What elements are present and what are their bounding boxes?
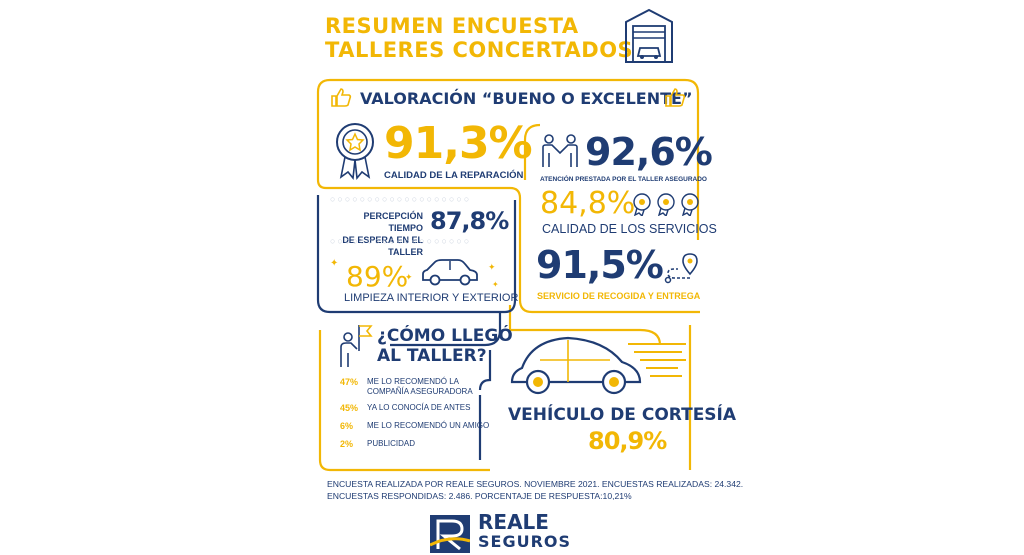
- arrival-text-1: ME LO RECOMENDÓ LA COMPAÑÍA ASEGURADORA: [367, 377, 473, 396]
- logo-line-1: REALE: [478, 510, 549, 534]
- reale-logo-text: REALE SEGUROS: [478, 510, 572, 551]
- logo-line-2: SEGUROS: [478, 532, 572, 551]
- cleaning-value: 89%: [346, 260, 409, 293]
- arrival-text-3: ME LO RECOMENDÓ UN AMIGO: [367, 421, 490, 430]
- arrival-heading-line-1: ¿CÓMO LLEGÓ: [377, 326, 513, 346]
- arrival-pct-3: 6%: [340, 421, 354, 431]
- thumbs-up-icon: [331, 88, 352, 107]
- pickup-label: SERVICIO DE RECOGIDA Y ENTREGA: [537, 291, 701, 301]
- services-value: 84,8%: [540, 186, 636, 221]
- car-icon: [422, 259, 478, 286]
- garage-icon: [625, 8, 673, 63]
- award-ribbon-icon: [336, 123, 374, 180]
- person-flag-icon: [340, 325, 373, 367]
- repair-value: 91,3%: [384, 118, 533, 169]
- page-title: RESUMEN ENCUESTA TALLERES CONCERTADOS: [325, 14, 633, 62]
- pickup-value: 91,5%: [536, 243, 664, 287]
- arrival-text-4: PUBLICIDAD: [367, 439, 416, 448]
- reale-logo-icon: [430, 515, 470, 553]
- thumbs-up-icon-right: [665, 88, 686, 107]
- wait-label: PERCEPCIÓN TIEMPO DE ESPERA EN EL TALLER: [335, 210, 423, 258]
- arrival-heading-line-2: AL TALLER?: [377, 346, 487, 366]
- sparkle-icon-4: ✦: [492, 280, 499, 289]
- footer-line-1: ENCUESTA REALIZADA POR REALE SEGUROS. NO…: [327, 479, 744, 489]
- footer-line-2: ENCUESTAS RESPONDIDAS: 2.486. PORCENTAJE…: [327, 491, 632, 501]
- repair-label: CALIDAD DE LA REPARACIÓN: [384, 170, 524, 181]
- wait-label-line-1: PERCEPCIÓN TIEMPO: [363, 211, 423, 233]
- arrival-pct-1: 47%: [340, 377, 359, 387]
- attention-label: ATENCIÓN PRESTADA POR EL TALLER ASEGURAD…: [540, 176, 707, 183]
- title-line-1: RESUMEN ENCUESTA: [325, 14, 579, 38]
- arrival-text-2: YA LO CONOCÍA DE ANTES: [367, 403, 471, 412]
- arrival-heading: ¿CÓMO LLEGÓ AL TALLER?: [377, 326, 513, 366]
- classic-car-icon: [510, 336, 686, 395]
- dots-decoration-bottom: ○○○○○○○○○○○○○○○○○○○: [330, 236, 472, 246]
- attention-value: 92,6%: [585, 130, 713, 174]
- footer-note: ENCUESTA REALIZADA POR REALE SEGUROS. NO…: [327, 478, 743, 502]
- arrival-pct-2: 45%: [340, 403, 359, 413]
- route-pin-icon: [664, 253, 698, 284]
- arrival-pct-4: 2%: [340, 439, 354, 449]
- services-label: CALIDAD DE LOS SERVICIOS: [542, 222, 717, 236]
- sparkle-icon-2: ✦: [405, 272, 413, 282]
- rating-heading: VALORACIÓN “BUENO O EXCELENTE”: [360, 89, 693, 108]
- courtesy-value: 80,9%: [588, 427, 667, 455]
- wait-label-line-2: DE ESPERA EN EL TALLER: [342, 235, 423, 257]
- cleaning-label: LIMPIEZA INTERIOR Y EXTERIOR: [344, 292, 519, 304]
- title-line-2: TALLERES CONCERTADOS: [325, 38, 634, 62]
- courtesy-label: VEHÍCULO DE CORTESÍA: [508, 405, 737, 425]
- dots-decoration-top: ○○○○○○○○○○○○○○○○○○○: [330, 194, 472, 204]
- wait-value: 87,8%: [430, 207, 509, 235]
- sparkle-icon: ✦: [330, 258, 339, 269]
- handshake-people-icon: [542, 134, 578, 167]
- sparkle-icon-3: ✦: [488, 262, 496, 272]
- medals-icon: [633, 193, 699, 216]
